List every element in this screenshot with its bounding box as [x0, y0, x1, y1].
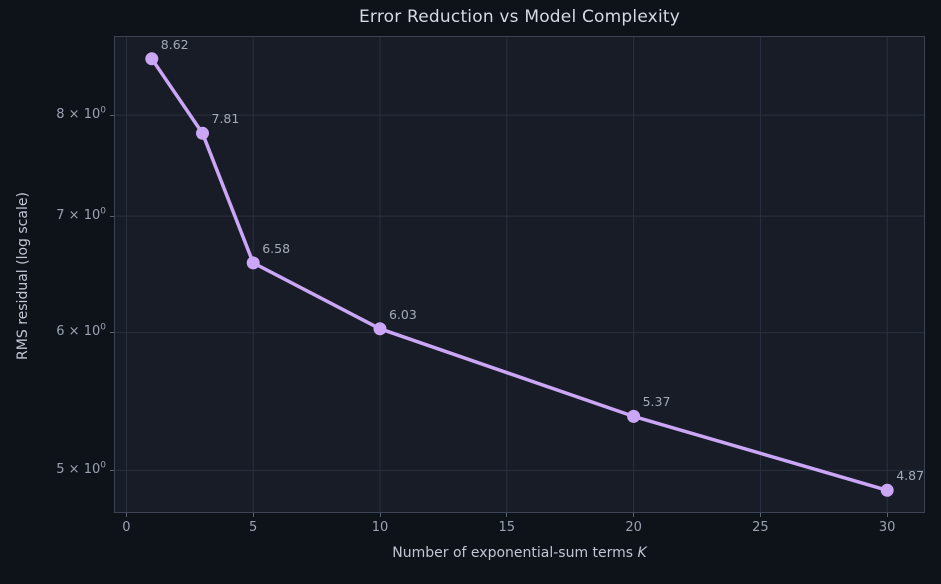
- point-label: 8.62: [160, 36, 189, 52]
- y-tick-mark: [110, 332, 114, 334]
- data-point-marker: [196, 126, 209, 140]
- x-tick-mark: [506, 513, 508, 517]
- y-tick-label: 6 × 100: [34, 323, 106, 341]
- y-tick-label-text: 8 × 10: [56, 106, 101, 122]
- x-tick-label: 0: [122, 520, 131, 535]
- chart-title: Error Reduction vs Model Complexity: [358, 7, 680, 27]
- x-tick-mark: [886, 513, 888, 517]
- y-tick-label-text: 6 × 10: [56, 324, 101, 340]
- x-tick-mark: [379, 513, 381, 517]
- x-tick-mark: [759, 513, 761, 517]
- y-tick-label-text: 7 × 10: [56, 207, 101, 223]
- data-point-marker: [880, 483, 894, 497]
- x-tick-mark: [125, 513, 127, 517]
- x-tick-mark: [252, 513, 254, 517]
- x-tick-label: 5: [249, 520, 258, 535]
- series-line: [150, 57, 889, 493]
- x-tick-label: 10: [371, 520, 389, 535]
- plot-area: [114, 36, 925, 513]
- y-tick-label: 5 × 100: [34, 461, 106, 479]
- y-tick-label: 7 × 100: [34, 207, 106, 225]
- y-tick-label-exponent: 0: [100, 206, 106, 217]
- y-axis-label: RMS residual (log scale): [15, 192, 31, 360]
- y-tick-label-exponent: 0: [100, 460, 106, 471]
- y-tick-label-exponent: 0: [100, 105, 106, 116]
- x-tick-mark: [633, 513, 635, 517]
- data-point-marker: [246, 256, 260, 270]
- x-axis-label-variable: K: [637, 545, 647, 561]
- x-tick-label: 30: [878, 520, 896, 535]
- point-label: 5.37: [642, 394, 671, 410]
- data-point-marker: [627, 409, 641, 423]
- y-tick-label-exponent: 0: [100, 322, 106, 333]
- point-label: 6.03: [389, 306, 417, 322]
- y-tick-mark: [110, 114, 114, 116]
- x-axis-label: Number of exponential-sum terms K: [114, 545, 925, 561]
- x-tick-label: 20: [625, 520, 642, 535]
- y-tick-label-text: 5 × 10: [56, 461, 101, 477]
- point-label: 6.58: [262, 240, 291, 256]
- line-series-plot: [115, 37, 924, 512]
- data-point-marker: [373, 322, 387, 336]
- data-point-marker: [145, 52, 159, 66]
- y-tick-mark: [110, 215, 114, 217]
- x-axis-label-text: Number of exponential-sum terms: [392, 545, 638, 561]
- x-tick-label: 15: [498, 520, 516, 535]
- point-label: 7.81: [211, 111, 240, 127]
- point-label: 4.87: [896, 468, 925, 484]
- y-tick-label: 8 × 100: [34, 106, 106, 124]
- y-tick-mark: [110, 469, 114, 471]
- x-tick-label: 25: [752, 520, 769, 535]
